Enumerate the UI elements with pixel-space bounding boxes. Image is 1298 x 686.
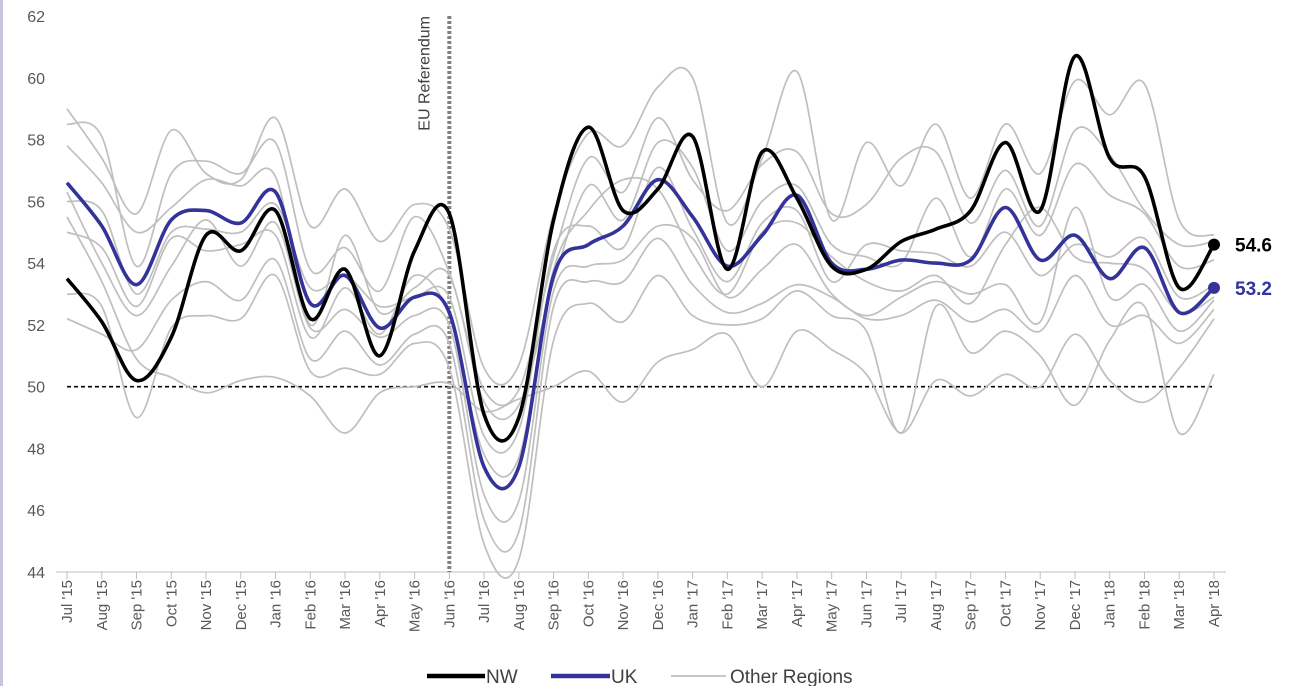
- x-tick-label: Sep '16: [546, 580, 563, 630]
- other-region-line: [66, 216, 1215, 434]
- other-regions-lines: [66, 66, 1215, 579]
- x-tick-label: Nov '15: [198, 580, 215, 630]
- x-tick-label: Jan '18: [1102, 580, 1119, 628]
- y-tick-label: 58: [27, 133, 45, 150]
- x-tick-label: Jul '15: [59, 580, 76, 623]
- end-labels: 53.2 54.6: [1235, 236, 1272, 300]
- reference-lines: EU Referendum: [67, 16, 1214, 572]
- other-region-line: [66, 176, 1215, 478]
- x-tick-label: Dec '17: [1067, 580, 1084, 630]
- x-tick-label: May '16: [407, 580, 424, 632]
- y-tick-label: 44: [27, 565, 45, 582]
- x-tick-label: Nov '17: [1032, 580, 1049, 630]
- legend: NW UK Other Regions: [427, 667, 853, 686]
- y-tick-label: 56: [27, 194, 45, 211]
- legend-label-other: Other Regions: [730, 667, 853, 686]
- x-tick-label: Jun '17: [858, 580, 875, 628]
- x-tick-label: Jul '17: [893, 580, 910, 623]
- x-tick-label: Aug '17: [928, 580, 945, 630]
- x-tick-label: Mar '16: [337, 580, 354, 630]
- main-series-lines: [65, 54, 1220, 491]
- x-tick-label: Oct '15: [163, 580, 180, 627]
- nw-end-label: 54.6: [1235, 236, 1272, 257]
- other-region-line: [66, 66, 1215, 386]
- uk-end-point: [1208, 281, 1220, 294]
- x-tick-label: Jan '17: [685, 580, 702, 628]
- x-tick-label: Oct '17: [997, 580, 1014, 627]
- eu-referendum-label: EU Referendum: [416, 16, 433, 131]
- y-tick-label: 46: [27, 503, 45, 520]
- left-frame-border: [0, 0, 3, 686]
- x-tick-label: Sep '15: [129, 580, 146, 630]
- y-tick-label: 54: [27, 256, 45, 273]
- y-tick-label: 60: [27, 71, 45, 88]
- x-tick-label: Apr '16: [372, 580, 389, 627]
- x-tick-label: May '17: [824, 580, 841, 632]
- x-tick-label: Jul '16: [476, 580, 493, 623]
- x-tick-label: Feb '18: [1136, 580, 1153, 630]
- x-tick-label: Jan '16: [268, 580, 285, 628]
- x-tick-label: Mar '18: [1171, 580, 1188, 630]
- x-tick-label: Aug '16: [511, 580, 528, 630]
- x-axis: Jul '15 Aug '15 Sep '15 Oct '15 Nov '15 Dec '…: [56, 571, 1226, 632]
- y-tick-label: 62: [27, 9, 45, 26]
- y-tick-label: 52: [27, 318, 45, 335]
- uk-end-label: 53.2: [1235, 279, 1272, 300]
- legend-label-uk: UK: [611, 667, 638, 686]
- x-tick-label: Apr '18: [1206, 580, 1223, 627]
- x-tick-label: Feb '16: [302, 580, 319, 630]
- x-tick-label: Apr '17: [789, 580, 806, 627]
- x-tick-label: Sep '17: [963, 580, 980, 630]
- x-tick-label: Jun '16: [441, 580, 458, 628]
- other-region-line: [66, 273, 1215, 579]
- x-tick-label: Nov '16: [615, 580, 632, 630]
- legend-label-nw: NW: [486, 667, 518, 686]
- other-region-line: [66, 191, 1215, 523]
- y-tick-label: 50: [27, 380, 45, 397]
- other-region-line: [66, 166, 1215, 454]
- nw-series-line: [65, 54, 1216, 443]
- x-tick-label: Dec '15: [233, 580, 250, 630]
- y-tick-label: 48: [27, 441, 45, 458]
- other-region-line: [66, 237, 1215, 553]
- other-region-line: [66, 139, 1215, 421]
- x-tick-label: Feb '17: [719, 580, 736, 630]
- x-tick-label: Aug '15: [94, 580, 111, 630]
- x-tick-label: Dec '16: [650, 580, 667, 630]
- uk-series-line: [65, 177, 1216, 491]
- nw-end-point: [1208, 238, 1220, 251]
- x-tick-label: Oct '16: [580, 580, 597, 627]
- y-axis-ticks: 44 46 48 50 52 54 56 58 60 62: [27, 9, 45, 582]
- x-tick-label: Mar '17: [754, 580, 771, 630]
